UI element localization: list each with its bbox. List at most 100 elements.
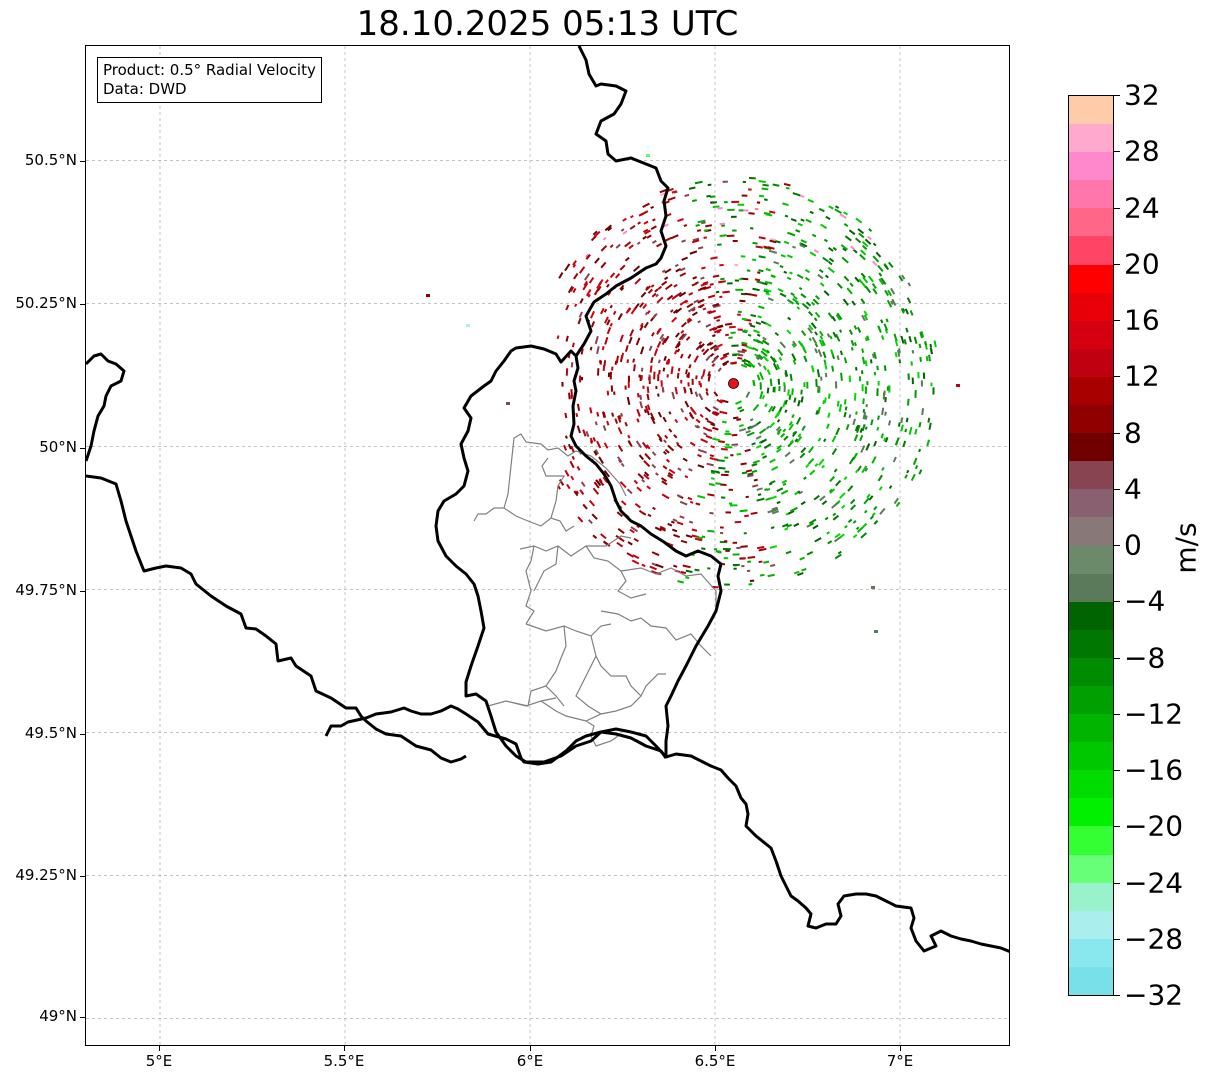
- radar-echo-pixel: [722, 352, 730, 357]
- radar-echo-pixel: [724, 470, 730, 473]
- radar-echo-pixel: [759, 573, 765, 577]
- radar-echo-pixel: [740, 255, 746, 258]
- radar-echo-pixel: [732, 353, 738, 357]
- radar-echo-pixel: [746, 345, 754, 350]
- radar-echo-pixel: [685, 534, 693, 538]
- radar-echo-pixel: [880, 277, 887, 285]
- radar-echo-pixel: [636, 241, 641, 245]
- radar-echo-pixel: [864, 426, 868, 430]
- radar-echo-pixel: [805, 218, 812, 224]
- radar-echo-pixel: [800, 293, 807, 299]
- radar-echo-pixel: [896, 349, 901, 357]
- radar-echo-pixel: [684, 299, 689, 304]
- radar-echo-pixel: [650, 416, 656, 425]
- colorbar-tick-label: −16: [1124, 753, 1184, 787]
- radar-echo-pixel: [818, 458, 825, 466]
- radar-echo-pixel: [798, 286, 803, 291]
- radar-echo-pixel: [880, 319, 884, 324]
- lon-tickmark: [530, 1046, 531, 1051]
- radar-echo-pixel: [571, 342, 575, 348]
- radar-echo-pixel: [741, 343, 748, 347]
- radar-echo-pixel: [651, 451, 657, 456]
- radar-echo-pixel: [594, 449, 599, 455]
- radar-echo-pixel: [696, 424, 701, 429]
- radar-echo-pixel: [678, 333, 686, 341]
- radar-echo-pixel: [598, 456, 604, 464]
- radar-echo-pixel: [639, 394, 643, 400]
- radar-echo-pixel: [769, 421, 776, 429]
- radar-echo-pixel: [656, 433, 663, 441]
- radar-echo-pixel: [907, 373, 910, 380]
- radar-echo-pixel: [792, 192, 801, 197]
- radar-echo-pixel: [426, 294, 430, 297]
- radar-echo-pixel: [799, 243, 806, 249]
- radar-echo-pixel: [823, 290, 830, 297]
- radar-echo-pixel: [565, 335, 569, 342]
- radar-echo-pixel: [722, 547, 731, 551]
- radar-echo-pixel: [639, 302, 645, 308]
- radar-echo-pixel: [883, 365, 887, 371]
- radar-echo-pixel: [752, 484, 759, 488]
- radar-echo-pixel: [667, 472, 674, 477]
- colorbar-tickmark: [1114, 601, 1120, 603]
- radar-echo-pixel: [797, 399, 801, 407]
- radar-echo-pixel: [583, 280, 588, 287]
- radar-echo-pixel: [721, 399, 729, 404]
- radar-echo-pixel: [741, 341, 748, 345]
- radar-echo-pixel: [662, 416, 667, 423]
- radar-echo-pixel: [737, 353, 744, 357]
- radar-echo-pixel: [687, 353, 692, 359]
- radar-echo-pixel: [602, 365, 606, 372]
- radar-echo-pixel: [735, 288, 744, 291]
- radar-echo-pixel: [679, 272, 687, 277]
- radar-echo-pixel: [764, 403, 768, 408]
- radar-echo-pixel: [782, 202, 789, 207]
- radar-echo-pixel: [795, 416, 802, 425]
- map-panel[interactable]: [85, 45, 1010, 1046]
- radar-echo-pixel: [763, 443, 772, 449]
- radar-echo-pixel: [815, 379, 818, 387]
- radar-echo-pixel: [835, 479, 842, 487]
- radar-echo-pixel: [694, 568, 700, 572]
- radar-echo-pixel: [576, 403, 581, 411]
- radar-echo-pixel: [766, 349, 771, 354]
- radar-echo-pixel: [701, 348, 705, 353]
- radar-echo-pixel: [820, 223, 825, 228]
- radar-echo-pixel: [643, 409, 647, 414]
- radar-echo-pixel: [668, 411, 672, 415]
- radar-echo-pixel: [891, 298, 897, 306]
- radar-echo-pixel: [658, 437, 663, 443]
- radar-echo-pixel: [821, 500, 828, 506]
- radar-echo-pixel: [762, 365, 767, 371]
- radar-echo-pixel: [641, 441, 648, 450]
- radar-echo-pixel: [596, 440, 602, 449]
- radar-echo-pixel: [827, 261, 833, 266]
- radar-echo-pixel: [900, 424, 904, 432]
- radar-echo-pixel: [578, 311, 583, 318]
- radar-echo-pixel: [751, 258, 757, 262]
- radar-echo-pixel: [862, 522, 868, 528]
- radar-echo-pixel: [897, 348, 901, 354]
- radar-echo-pixel: [712, 426, 719, 431]
- radar-echo-pixel: [575, 490, 580, 495]
- radar-echo-pixel: [694, 424, 699, 429]
- radar-echo-pixel: [660, 380, 663, 387]
- radar-echo-pixel: [700, 282, 708, 287]
- radar-echo-pixel: [759, 391, 764, 400]
- border-germany-france: [665, 752, 1009, 953]
- radar-echo-pixel: [677, 467, 682, 472]
- radar-echo-pixel: [696, 229, 702, 232]
- radar-echo-pixel: [585, 430, 590, 438]
- radar-echo-pixel: [691, 199, 698, 203]
- radar-echo-pixel: [784, 399, 788, 405]
- radar-echo-pixel: [679, 353, 684, 359]
- radar-echo-pixel: [868, 228, 873, 232]
- radar-echo-pixel: [848, 456, 855, 465]
- radar-echo-pixel: [863, 497, 870, 505]
- lat-tickmark: [80, 591, 85, 592]
- radar-echo-pixel: [861, 384, 864, 392]
- radar-echo-pixel: [770, 495, 777, 500]
- radar-echo-pixel: [788, 423, 794, 431]
- radar-echo-pixel: [790, 218, 797, 222]
- radar-echo-pixel: [697, 219, 706, 224]
